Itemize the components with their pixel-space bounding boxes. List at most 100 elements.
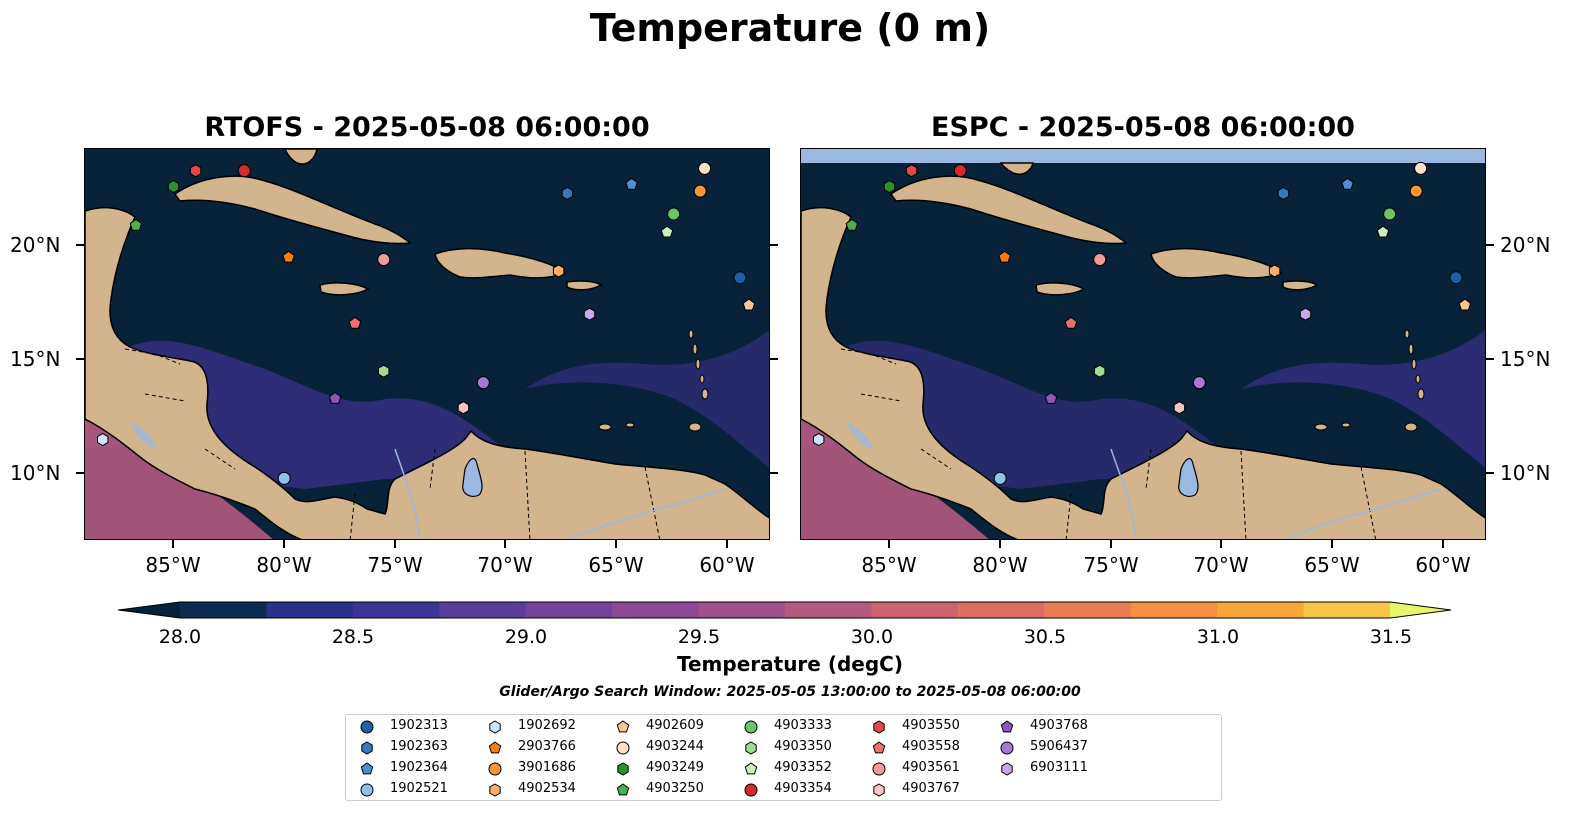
lat-label: 10°N [1500,461,1551,485]
colorbar-tick: 29.0 [504,626,548,648]
legend-label: 4903249 [646,760,704,775]
legend-label: 4902609 [646,718,704,733]
float-marker-4903354 [237,164,251,178]
legend-marker-icon [1000,741,1014,755]
float-marker-4902609 [742,298,756,311]
lon-label: 60°W [699,553,755,577]
colorbar-label: Temperature (degC) [677,652,903,676]
legend-label: 5906437 [1030,739,1088,754]
float-marker-4903768 [1044,391,1058,404]
lake-nicaragua [130,421,157,449]
legend-marker-icon [744,783,758,797]
search-window-text: Glider/Argo Search Window: 2025-05-05 13… [499,684,1081,700]
legend-label: 4903767 [902,781,960,796]
rtofs-map-canvas [85,149,769,539]
legend-marker-icon [616,783,630,796]
lon-label: 75°W [367,553,423,577]
float-marker-4903350 [378,364,390,378]
colorbar-tick: 28.5 [331,626,375,648]
colorbar-segment [352,602,440,618]
float-marker-4903244 [698,161,712,175]
float-marker-4903333 [667,207,681,221]
legend-marker-icon [616,741,630,755]
legend-label: 4903354 [774,781,832,796]
float-marker-1902364 [625,177,638,190]
lon-label: 80°W [256,553,312,577]
lon-label: 85°W [861,553,917,577]
lake-maracaibo [1178,457,1199,497]
legend-label: 1902313 [390,718,448,733]
legend-label: 4903350 [774,739,832,754]
float-marker-4903561 [377,253,391,267]
colorbar-tick: 29.5 [677,626,721,648]
hispaniola [1150,247,1283,279]
legend-marker-icon [617,762,629,776]
float-markers [97,161,756,485]
legend-marker-icon [744,762,758,775]
colorbar [118,601,1452,619]
lesser-antilles [598,329,709,432]
lon-label: 60°W [1415,553,1471,577]
float-marker-3901686 [1409,184,1423,198]
float-marker-4903350 [1094,364,1106,378]
colorbar-segment [180,602,267,618]
float-marker-4903767 [1173,401,1186,415]
no-data-band [801,149,1485,163]
colorbar-tick: 28.0 [158,626,202,648]
lon-label: 65°W [1304,553,1360,577]
border [840,348,1377,539]
legend-marker-icon [1001,762,1013,776]
hispaniola [434,247,567,279]
legend-marker-icon [616,720,630,733]
puerto-rico [1282,280,1319,291]
lon-label: 80°W [972,553,1028,577]
legend-label: 4903250 [646,781,704,796]
float-marker-1902363 [561,186,574,200]
colorbar-over-arrow [1390,602,1451,618]
float-marker-4903558 [1064,316,1078,329]
legend-label: 4903352 [774,760,832,775]
river [394,448,726,539]
float-legend: 1902313 1902363 1902364 1902521 1902692 29037… [345,714,1222,801]
colorbar-segment [266,602,354,618]
colorbar-segment [1044,602,1132,618]
legend-label: 4903561 [902,760,960,775]
float-markers [813,161,1472,485]
lon-label: 75°W [1083,553,1139,577]
central-america [85,206,769,539]
colorbar-tick: 30.5 [1023,626,1067,648]
colorbar-tick: 30.0 [850,626,894,648]
border [124,348,661,539]
florida [999,162,1034,175]
legend-marker-icon [744,720,758,734]
jamaica [319,282,370,296]
float-marker-4902609 [1458,298,1472,311]
legend-label: 1902692 [518,718,576,733]
float-marker-1902692 [813,433,825,447]
legend-label: 4903550 [902,718,960,733]
float-marker-1902521 [277,471,291,485]
colorbar-segments [180,602,1391,618]
legend-label: 1902364 [390,760,448,775]
lon-label: 85°W [145,553,201,577]
float-marker-4902534 [552,264,565,278]
legend-marker-icon [872,741,886,754]
float-marker-6903111 [1299,307,1312,321]
float-marker-1902363 [1277,186,1290,200]
colorbar-segment [1303,602,1391,618]
lon-label: 65°W [588,553,644,577]
float-marker-4903333 [1383,207,1397,221]
legend-marker-icon [873,783,885,797]
lat-label: 10°N [10,461,61,485]
legend-marker-icon [745,741,757,755]
float-marker-4903250 [845,218,859,231]
lon-label: 70°W [1193,553,1249,577]
legend-marker-icon [360,762,374,775]
lon-label: 70°W [477,553,533,577]
cuba [173,175,412,245]
lat-label: 15°N [10,347,61,371]
colorbar-segment [698,602,786,618]
legend-marker-icon [489,783,501,797]
float-marker-2903766 [282,250,295,263]
lake-maracaibo [462,457,483,497]
